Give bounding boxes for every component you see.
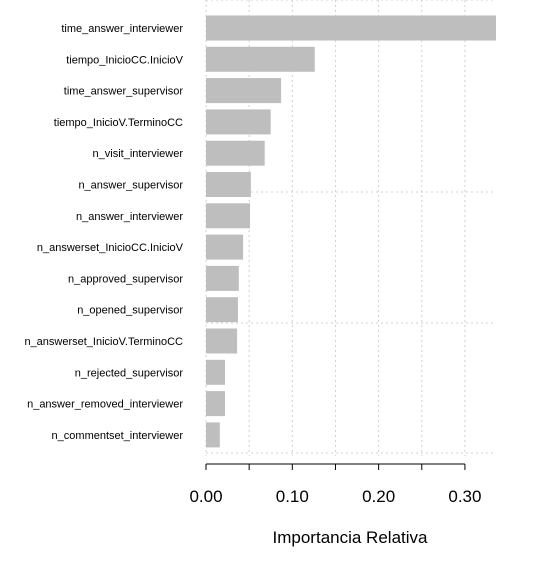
category-label: time_answer_interviewer — [61, 23, 183, 35]
x-axis: 0.00 0.10 0.20 0.30 — [189, 463, 481, 506]
bar — [206, 172, 251, 197]
category-label: n_answerset_InicioCC.InicioV — [37, 242, 184, 254]
bar — [206, 78, 282, 104]
x-tick-label: 0.20 — [362, 487, 395, 506]
bar — [206, 140, 265, 166]
category-labels: time_answer_interviewer tiempo_InicioCC.I… — [24, 23, 183, 442]
bar — [206, 422, 220, 448]
category-label: tiempo_InicioV.TerminoCC — [54, 117, 183, 129]
category-label: n_answer_supervisor — [78, 180, 183, 192]
bar — [206, 328, 238, 354]
bar — [206, 46, 315, 72]
category-label: n_approved_supervisor — [68, 273, 183, 285]
bar — [206, 297, 238, 323]
bar — [206, 234, 244, 260]
category-label: n_answer_interviewer — [76, 211, 183, 223]
x-tick-label: 0.30 — [448, 487, 481, 506]
bar — [206, 15, 496, 41]
bar — [206, 203, 251, 229]
category-label: time_answer_supervisor — [64, 86, 184, 98]
category-label: n_visit_interviewer — [93, 148, 184, 160]
bar — [206, 109, 271, 135]
x-tick-label: 0.10 — [276, 487, 309, 506]
bar — [206, 391, 225, 417]
category-label: n_opened_supervisor — [77, 305, 183, 317]
bar — [206, 265, 239, 291]
category-label: tiempo_InicioCC.InicioV — [66, 54, 183, 66]
bars — [206, 15, 496, 448]
grid-lines — [205, 0, 496, 456]
category-label: n_rejected_supervisor — [75, 367, 184, 379]
bar — [206, 359, 225, 385]
category-label: n_answer_removed_interviewer — [27, 399, 183, 411]
category-label: n_commentset_interviewer — [52, 430, 184, 442]
x-axis-title: Importancia Relativa — [273, 528, 429, 547]
category-label: n_answerset_InicioV.TerminoCC — [24, 336, 183, 348]
x-tick-label: 0.00 — [189, 487, 222, 506]
